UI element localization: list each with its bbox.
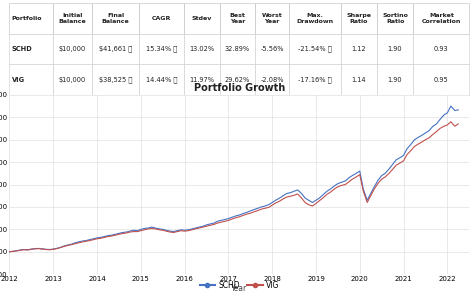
Legend: SCHD, VIG: SCHD, VIG bbox=[197, 278, 282, 293]
Title: Portfolio Growth: Portfolio Growth bbox=[194, 83, 285, 93]
X-axis label: Year: Year bbox=[231, 284, 247, 293]
